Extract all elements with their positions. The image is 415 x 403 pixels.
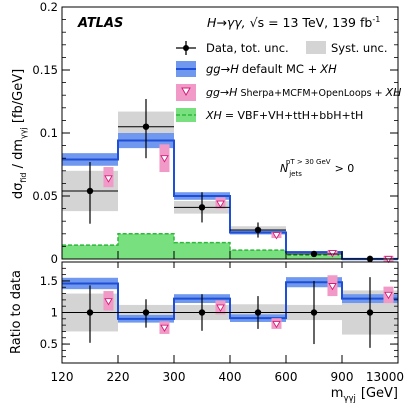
xh-bar — [174, 242, 230, 259]
ytick-label: 0.5 — [40, 337, 58, 351]
legend-entry-data: Data, tot. unc. — [176, 41, 289, 55]
ytick-label: 1 — [51, 306, 58, 320]
xtick-label: 600 — [275, 370, 298, 384]
ratio-panel — [62, 275, 398, 348]
legend-entry-default-mc: gg→H default MC + XH — [176, 61, 337, 77]
top-panel — [62, 98, 398, 264]
ytick-label: 0.1 — [40, 126, 58, 140]
legend-entry-xh: XH = VBF+VH+ttH+bbH+tH — [176, 108, 363, 122]
svg-text:XH= VBF+VH+ttH+bbH+tH: XH = VBF+VH+ttH+bbH+tH — [205, 109, 363, 122]
ytick-label: 0.15 — [32, 63, 58, 77]
data-point — [254, 226, 262, 234]
data-point — [198, 204, 206, 211]
data-point — [142, 123, 150, 130]
ratio-ylabel: Ratio to data — [9, 270, 24, 354]
data-point — [86, 187, 94, 195]
legend-entry-syst: Syst. unc. — [306, 41, 387, 55]
ytick-label: 0 — [51, 252, 58, 266]
sherpa-marker — [104, 175, 113, 183]
legend-syst-label: Syst. unc. — [331, 41, 387, 55]
ytick-label: 1.5 — [40, 274, 58, 288]
sherpa-marker — [160, 324, 169, 333]
ytick-label: 0.05 — [32, 189, 58, 203]
njets-annotation: NjetspT > 30 GeV > 0 — [280, 158, 354, 178]
legend-data-label: Data, tot. unc. — [206, 41, 289, 55]
xtick-label: 120 — [51, 370, 74, 384]
axes: 0 0.05 0.1 0.15 0.2 0.5 1 1.5 120 220 300 400 600 900… — [32, 0, 404, 384]
sherpa-marker — [216, 200, 225, 208]
process-label: H→γγ, √s = 13 TeV, 139 fb-1 — [207, 15, 380, 30]
xtick-label: 13000 — [366, 370, 404, 384]
xtick-label: 900 — [331, 370, 354, 384]
sherpa-marker — [272, 320, 281, 329]
xh-bar — [62, 245, 118, 259]
legend-entry-sherpa: gg→H Sherpa+MCFM+OpenLoops + XH — [176, 84, 401, 101]
atlas-label: ATLAS — [77, 16, 123, 31]
xlabel: mγγj [GeV] — [331, 386, 398, 403]
ytick-label: 0.2 — [40, 0, 58, 14]
xtick-label: 220 — [107, 370, 130, 384]
sherpa-marker — [104, 298, 113, 306]
xh-bar — [230, 250, 286, 259]
xtick-label: 300 — [163, 370, 186, 384]
sherpa-marker — [384, 291, 393, 300]
legend: Data, tot. unc. Syst. unc. gg→H default M… — [176, 41, 401, 122]
sherpa-marker — [216, 304, 225, 312]
xh-bar — [118, 233, 174, 259]
data-point — [310, 250, 318, 258]
xtick-label: 400 — [219, 370, 242, 384]
sherpa-marker — [160, 155, 169, 163]
sherpa-marker — [272, 232, 281, 240]
sherpa-marker — [328, 283, 337, 291]
top-ylabel: dσfid / dmγγj [fb/GeV] — [11, 69, 28, 199]
